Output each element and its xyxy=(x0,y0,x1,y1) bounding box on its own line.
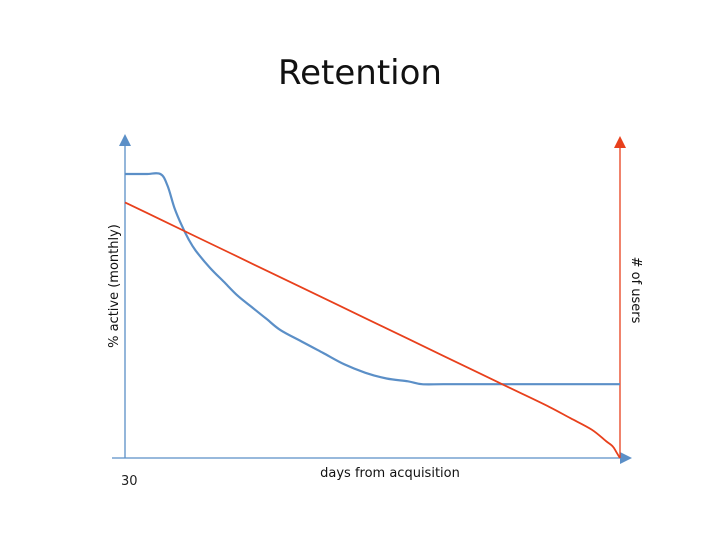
left-y-axis-arrow xyxy=(119,134,131,146)
users-series-line xyxy=(124,201,621,459)
chart-title: Retention xyxy=(278,53,442,93)
y-axis-label: % active (monthly) xyxy=(107,224,122,348)
retention-series-line xyxy=(125,172,620,386)
series-layer xyxy=(124,172,621,459)
y2-axis-label: # of users xyxy=(628,257,643,324)
right-y-axis-arrow xyxy=(614,136,626,148)
x-tick-label: 30 xyxy=(121,474,138,489)
x-axis-label: days from acquisition xyxy=(320,466,460,481)
x-axis-arrow xyxy=(620,452,632,464)
